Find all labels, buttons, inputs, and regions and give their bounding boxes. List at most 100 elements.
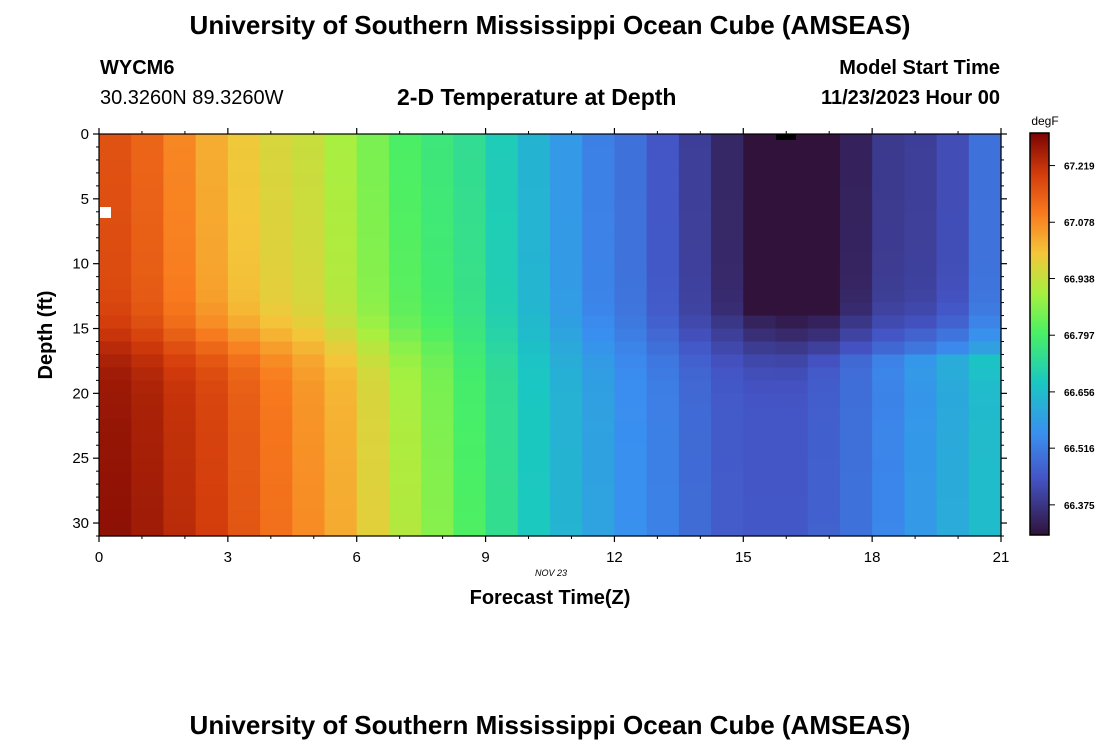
- heatmap-cell: [453, 419, 487, 433]
- heatmap-cell: [227, 289, 261, 304]
- heatmap-cell: [163, 328, 197, 343]
- heatmap-cell: [421, 458, 454, 472]
- heatmap-cell: [517, 328, 551, 343]
- heatmap-cell: [904, 328, 938, 343]
- heatmap-cell: [131, 445, 165, 459]
- heatmap-cell: [163, 250, 197, 265]
- heatmap-cell: [775, 432, 809, 446]
- heatmap-cell: [550, 146, 583, 161]
- heatmap-cell: [646, 484, 680, 498]
- heatmap-cell: [550, 172, 583, 187]
- heatmap-cell: [614, 471, 648, 485]
- heatmap-cell: [421, 393, 454, 407]
- heatmap-cell: [550, 445, 583, 459]
- heatmap-cell: [646, 445, 680, 459]
- heatmap-cell: [743, 263, 777, 278]
- heatmap-cell: [260, 419, 293, 433]
- heatmap-cell: [356, 224, 390, 239]
- heatmap-cell: [872, 146, 905, 161]
- heatmap-cell: [743, 341, 777, 356]
- heatmap-cell: [582, 134, 616, 148]
- heatmap-cell: [292, 458, 326, 472]
- heatmap-cell: [163, 134, 197, 148]
- heatmap-cell: [260, 328, 293, 343]
- heatmap-cell: [582, 393, 616, 407]
- heatmap-cell: [904, 341, 938, 356]
- heatmap-cell: [324, 497, 358, 511]
- heatmap-cell: [711, 263, 744, 278]
- heatmap-cell: [678, 380, 712, 394]
- heatmap-cell: [936, 198, 970, 213]
- heatmap-cell: [388, 419, 422, 433]
- heatmap-cell: [99, 367, 132, 381]
- heatmap-cell: [453, 367, 487, 381]
- colorbar-unit: degF: [1031, 114, 1058, 128]
- heatmap-cell: [711, 380, 744, 394]
- heatmap-cell: [968, 393, 1002, 407]
- heatmap-cell: [292, 523, 326, 537]
- heatmap-cell: [646, 432, 680, 446]
- heatmap-cell: [453, 458, 487, 472]
- heatmap-cell: [904, 458, 938, 472]
- heatmap-cell: [582, 237, 616, 252]
- heatmap-cell: [839, 510, 873, 524]
- heatmap-cell: [904, 237, 938, 252]
- heatmap-cell: [163, 341, 197, 356]
- heatmap-cell: [453, 198, 487, 213]
- heatmap-cell: [195, 159, 229, 174]
- heatmap-cell: [807, 224, 841, 239]
- heatmap-cell: [517, 510, 551, 524]
- heatmap-cell: [582, 250, 616, 265]
- heatmap-cell: [904, 510, 938, 524]
- heatmap-cell: [775, 406, 809, 420]
- heatmap-cell: [356, 458, 390, 472]
- heatmap-cell: [131, 302, 165, 317]
- heatmap-cell: [646, 341, 680, 356]
- heatmap-cell: [485, 445, 519, 459]
- heatmap-cell: [388, 471, 422, 485]
- heatmap-cell: [517, 419, 551, 433]
- heatmap-cell: [292, 250, 326, 265]
- heatmap-cell: [421, 354, 454, 369]
- heatmap-cell: [227, 211, 261, 226]
- heatmap-cell: [453, 211, 487, 226]
- heatmap-cell: [517, 302, 551, 317]
- heatmap-cell: [227, 185, 261, 200]
- heatmap-cell: [388, 484, 422, 498]
- heatmap-cell: [968, 380, 1002, 394]
- heatmap-cell: [131, 354, 165, 369]
- heatmap-cell: [292, 276, 326, 291]
- heatmap-cell: [485, 406, 519, 420]
- heatmap-cell: [872, 367, 905, 381]
- heatmap-cell: [711, 134, 744, 148]
- heatmap-cell: [839, 497, 873, 511]
- heatmap-cell: [807, 198, 841, 213]
- heatmap-cell: [517, 458, 551, 472]
- heatmap-cell: [163, 237, 197, 252]
- heatmap-cell: [614, 302, 648, 317]
- heatmap-cell: [743, 315, 777, 330]
- heatmap-cell: [807, 367, 841, 381]
- heatmap-cell: [550, 289, 583, 304]
- heatmap-cell: [421, 250, 454, 265]
- heatmap-cell: [356, 211, 390, 226]
- heatmap-cell: [485, 328, 519, 343]
- heatmap-cell: [421, 445, 454, 459]
- heatmap-cell: [936, 328, 970, 343]
- heatmap-cell: [324, 484, 358, 498]
- heatmap-cell: [388, 159, 422, 174]
- heatmap-cell: [195, 185, 229, 200]
- heatmap-cell: [872, 237, 905, 252]
- heatmap-cell: [227, 523, 261, 537]
- heatmap-cell: [324, 276, 358, 291]
- heatmap-cell: [872, 263, 905, 278]
- heatmap-cell: [388, 146, 422, 161]
- heatmap-cell: [743, 458, 777, 472]
- heatmap-cell: [678, 250, 712, 265]
- heatmap-cell: [163, 263, 197, 278]
- heatmap-cell: [388, 185, 422, 200]
- heatmap-cell: [517, 497, 551, 511]
- heatmap-cell: [968, 134, 1002, 148]
- heatmap-cell: [904, 354, 938, 369]
- heatmap-cell: [131, 367, 165, 381]
